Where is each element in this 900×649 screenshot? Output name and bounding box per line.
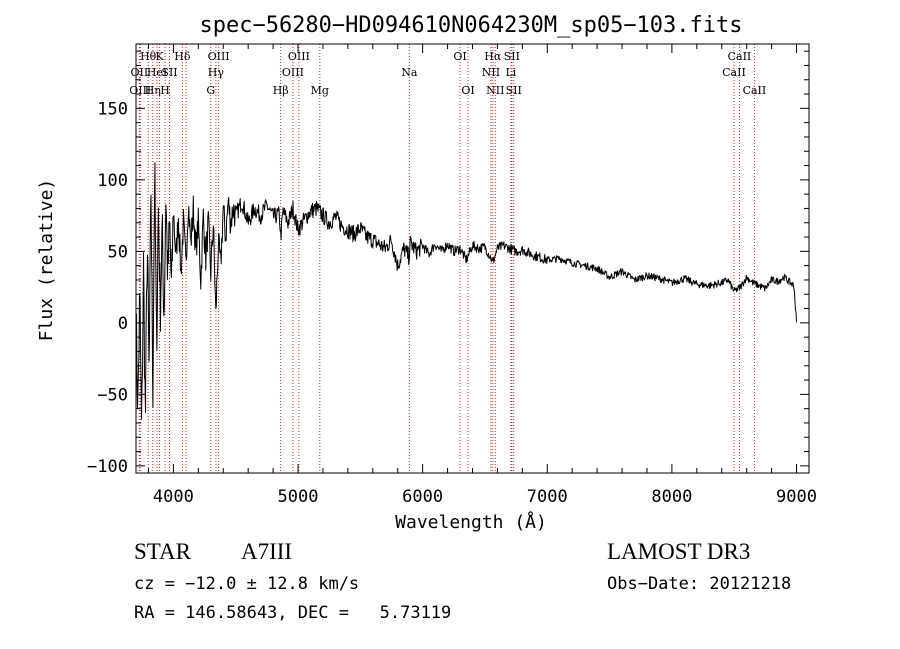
line-label: SII bbox=[161, 66, 177, 79]
line-label: G bbox=[206, 84, 215, 97]
line-label: K bbox=[155, 50, 164, 63]
x-axis-ticks: 4000 5000 6000 7000 8000 9000 bbox=[147, 44, 817, 507]
x-tick-label: 8000 bbox=[651, 487, 692, 507]
y-axis-ticks: −100 −50 0 50 100 150 bbox=[87, 50, 809, 477]
y-tick-label: 100 bbox=[97, 171, 128, 191]
y-axis-label: Flux (relative) bbox=[36, 179, 57, 342]
line-label: H bbox=[160, 84, 170, 97]
y-tick-label: 150 bbox=[97, 99, 128, 119]
line-label: Mg bbox=[311, 84, 329, 97]
y-tick-label: 50 bbox=[108, 242, 128, 262]
plot-frame bbox=[135, 43, 810, 474]
line-label: Hβ bbox=[273, 84, 289, 97]
line-label: Hδ bbox=[174, 50, 191, 63]
line-label: Hη bbox=[145, 84, 161, 97]
coordinates-text: RA = 146.58643, DEC = 5.73119 bbox=[134, 603, 452, 623]
line-label: OIII bbox=[288, 50, 310, 63]
y-tick-label: −100 bbox=[87, 457, 128, 477]
line-label: Hγ bbox=[208, 66, 225, 79]
obs-date: Obs−Date: 20121218 bbox=[607, 574, 792, 594]
line-label: Na bbox=[401, 66, 418, 79]
line-label: CaII bbox=[728, 50, 752, 63]
x-tick-label: 6000 bbox=[402, 487, 443, 507]
line-label: NII bbox=[486, 84, 504, 97]
line-label: SII bbox=[506, 84, 522, 97]
x-tick-label: 4000 bbox=[153, 487, 194, 507]
spectral-line-labels: OII OIII Hθ Hη HeI K H SII Hδ G Hγ OIII Hβ OIII OIII Mg… bbox=[129, 50, 766, 97]
line-label: HeI bbox=[147, 66, 167, 79]
line-label: OIII bbox=[208, 50, 230, 63]
x-tick-label: 5000 bbox=[278, 487, 319, 507]
line-label: Hθ bbox=[140, 50, 157, 63]
spectral-subclass: A7III bbox=[241, 539, 293, 564]
line-label: CaII bbox=[722, 66, 746, 79]
spectrum-line bbox=[135, 162, 797, 420]
line-label: OI bbox=[453, 50, 466, 63]
y-tick-label: 0 bbox=[118, 314, 128, 334]
x-tick-label: 7000 bbox=[527, 487, 568, 507]
line-label: CaII bbox=[743, 84, 767, 97]
line-label: Li bbox=[505, 66, 516, 79]
line-label: SII bbox=[504, 50, 520, 63]
spectral-line-markers bbox=[138, 44, 755, 473]
line-label: OIII bbox=[129, 84, 151, 97]
x-axis-label: Wavelength (Å) bbox=[395, 511, 547, 533]
line-label: NII bbox=[482, 66, 500, 79]
line-label: OIII bbox=[282, 66, 304, 79]
object-class: STAR bbox=[134, 539, 191, 564]
redshift-text: cz = −12.0 ± 12.8 km/s bbox=[134, 574, 360, 594]
x-tick-label: 9000 bbox=[776, 487, 817, 507]
line-label: Hα bbox=[484, 50, 502, 63]
chart-title: spec−56280−HD094610N064230M_sp05−103.fit… bbox=[199, 13, 742, 38]
survey-name: LAMOST DR3 bbox=[607, 539, 751, 564]
line-label: OII bbox=[131, 66, 149, 79]
y-tick-label: −50 bbox=[97, 385, 128, 405]
line-label: OI bbox=[461, 84, 474, 97]
